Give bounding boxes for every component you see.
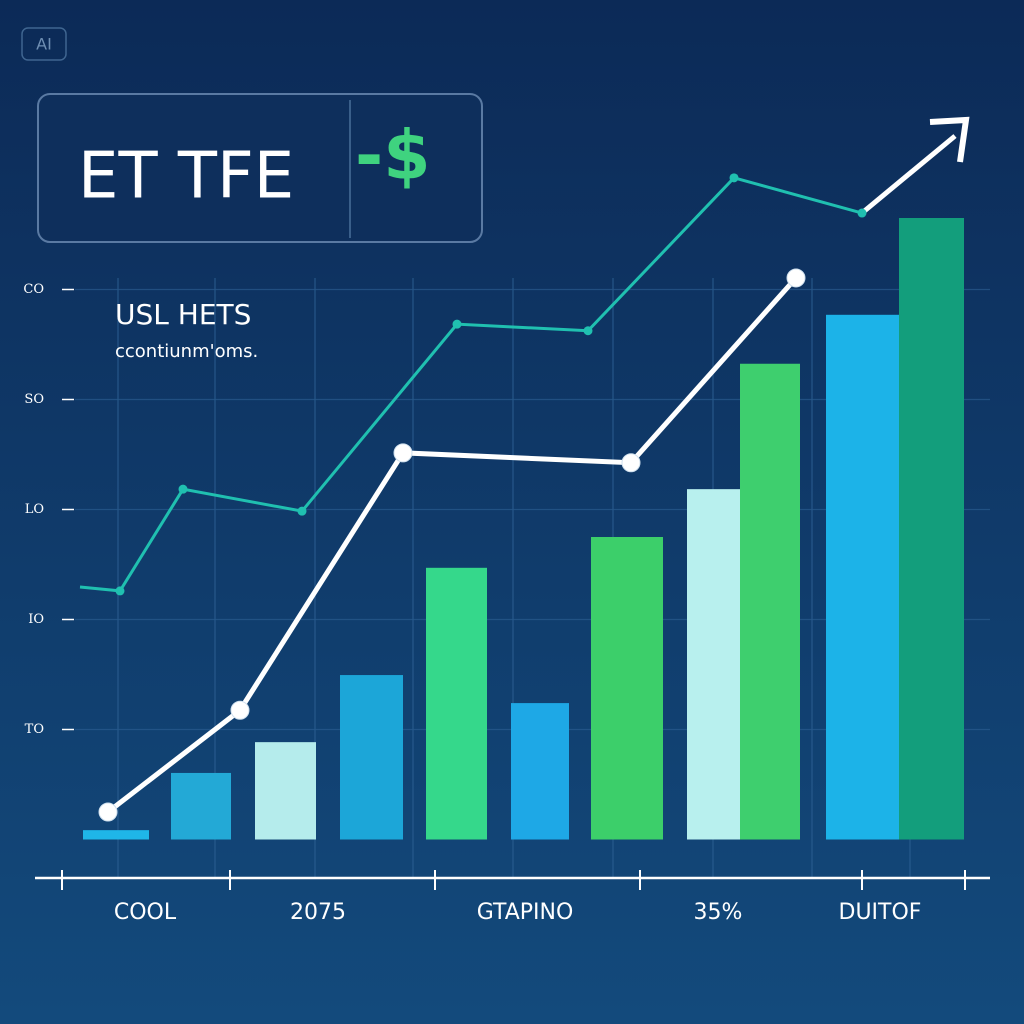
x-axis-ticks <box>61 870 966 890</box>
x-tick-label: COOL <box>114 900 177 925</box>
bar <box>826 314 899 840</box>
x-tick-label: DUITOF <box>839 900 922 925</box>
bar <box>255 742 316 840</box>
annotation: USL HETS <box>115 298 251 331</box>
ai-badge-text: AI <box>36 35 52 54</box>
y-tick-label: CO <box>23 282 44 297</box>
bar <box>899 218 964 840</box>
annotation: ccontiunm'oms. <box>115 341 258 362</box>
y-tick-label: IO <box>28 612 44 627</box>
y-tick-label: LO <box>25 502 44 517</box>
x-tick-label: GTAPINO <box>477 900 574 925</box>
line-point <box>98 802 118 822</box>
bar <box>340 675 403 840</box>
bar <box>591 537 663 840</box>
bar <box>687 489 740 840</box>
trend-arrow <box>860 134 957 215</box>
y-tick-label: SO <box>24 392 44 407</box>
line-point <box>583 326 593 336</box>
y-tick-label: TO <box>25 722 44 737</box>
bar <box>740 363 800 840</box>
line-point <box>393 443 413 463</box>
line-point <box>178 484 188 494</box>
bar <box>511 703 569 840</box>
x-tick-label: 2075 <box>290 900 346 925</box>
line <box>79 176 863 593</box>
line-point <box>115 586 125 596</box>
line-point <box>230 700 250 720</box>
bar <box>83 830 149 840</box>
header-title: ET TFE <box>78 140 294 214</box>
line-point <box>857 208 867 218</box>
line-point <box>452 319 462 329</box>
line-point <box>729 173 739 183</box>
trend-arrowhead <box>929 116 970 163</box>
x-tick-label: 35% <box>694 900 743 925</box>
ai-badge <box>21 27 67 61</box>
header-badge: -$ <box>355 117 431 196</box>
line-point <box>297 506 307 516</box>
bar <box>426 567 487 840</box>
line-point <box>621 453 641 473</box>
header-box <box>37 93 483 243</box>
bar <box>171 772 231 840</box>
line-point <box>786 268 806 288</box>
